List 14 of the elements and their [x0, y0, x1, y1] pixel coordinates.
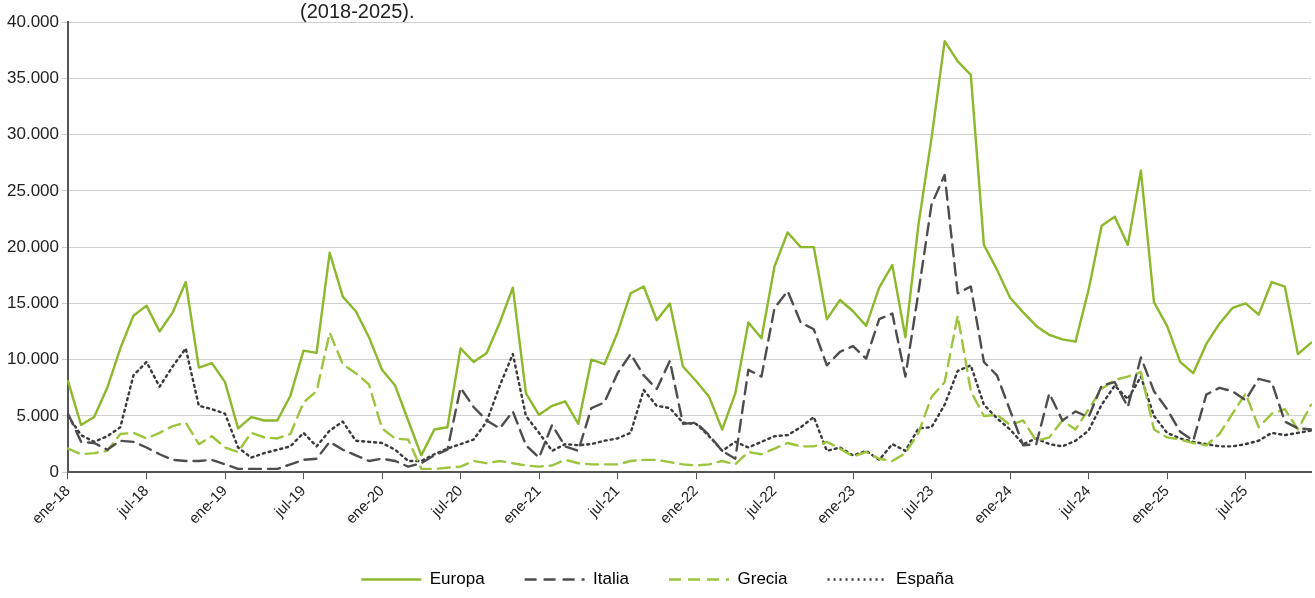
- y-tick-label: 20.000: [7, 236, 59, 256]
- chart-title: (2018-2025).: [300, 0, 415, 22]
- legend-label: Europa: [429, 569, 486, 589]
- y-tick-label: 5.000: [16, 405, 59, 425]
- y-tick-label: 35.000: [7, 67, 59, 87]
- y-tick-label: 40.000: [7, 11, 59, 31]
- legend-label: España: [896, 569, 955, 589]
- legend-label: Italia: [593, 569, 630, 589]
- legend-label: Grecia: [737, 569, 789, 589]
- y-tick-label: 0: [49, 461, 59, 481]
- y-tick-label: 15.000: [7, 293, 59, 313]
- y-tick-label: 25.000: [7, 180, 59, 200]
- y-tick-label: 30.000: [7, 124, 59, 144]
- y-tick-label: 10.000: [7, 349, 59, 369]
